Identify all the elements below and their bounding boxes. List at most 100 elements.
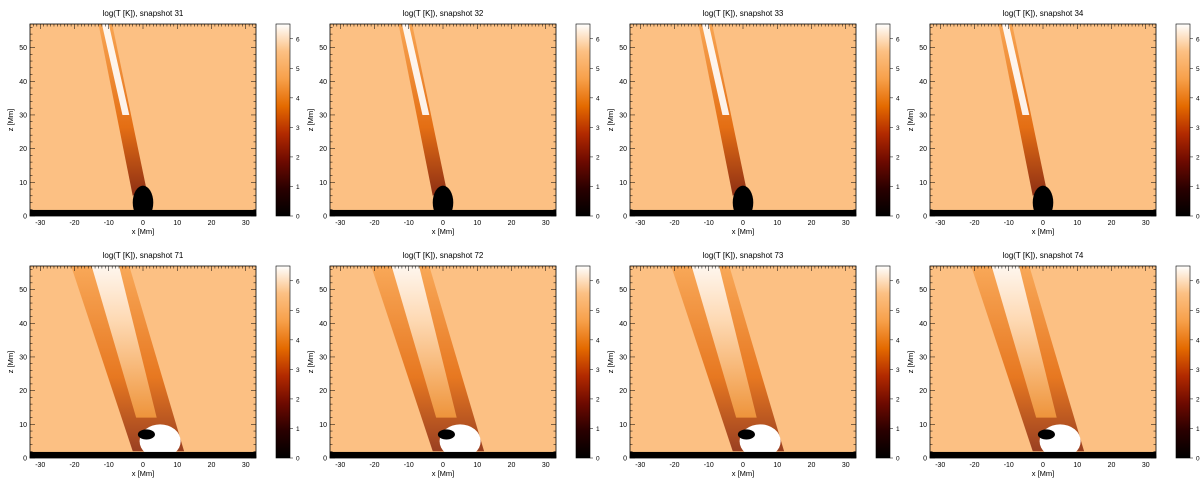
x-tick-label: 0 <box>741 220 745 227</box>
y-tick-label: 20 <box>919 146 927 153</box>
x-axis-label: x [Mm] <box>432 469 455 478</box>
x-tick-label: -30 <box>635 220 645 227</box>
colorbar-tick-label: 1 <box>596 426 600 433</box>
y-axis-label: z [Mm] <box>906 109 915 132</box>
colorbar-tick-label: 1 <box>296 184 300 191</box>
x-tick-label: -10 <box>404 462 414 469</box>
colorbar-tick-label: 3 <box>296 367 300 374</box>
cool-bubble <box>737 429 755 440</box>
colorbar-tick-label: 3 <box>896 367 900 374</box>
x-tick-label: 0 <box>441 220 445 227</box>
y-tick-label: 10 <box>19 422 27 429</box>
x-tick-label: -20 <box>369 462 379 469</box>
colorbar-tick-label: 4 <box>596 95 600 102</box>
colorbar-tick-label: 1 <box>296 426 300 433</box>
y-tick-label: 20 <box>19 146 27 153</box>
y-axis-label: z [Mm] <box>606 351 615 374</box>
y-tick-label: 40 <box>319 79 327 86</box>
x-tick-label: -30 <box>635 462 645 469</box>
y-tick-label: 20 <box>919 388 927 395</box>
colorbar-tick-label: 1 <box>1196 184 1200 191</box>
colorbar-tick-label: 6 <box>596 36 600 43</box>
y-tick-label: 20 <box>319 146 327 153</box>
y-tick-label: 0 <box>923 214 927 221</box>
x-axis-label: x [Mm] <box>132 227 155 236</box>
colorbar-tick-label: 5 <box>896 66 900 73</box>
x-tick-label: -20 <box>669 220 679 227</box>
cool-bubble <box>432 185 454 216</box>
x-tick-label: -20 <box>669 462 679 469</box>
jet-features <box>398 24 454 216</box>
colorbar <box>275 265 291 459</box>
colorbar-tick-label: 0 <box>296 214 300 221</box>
panel-title: log(T [K]), snapshot 72 <box>403 251 484 260</box>
colorbar-tick-label: 4 <box>1196 337 1200 344</box>
hot-strand <box>101 24 130 115</box>
colorbar-tick-label: 6 <box>896 36 900 43</box>
y-tick-label: 30 <box>319 112 327 119</box>
cool-bubble <box>137 429 155 440</box>
colorbar-tick-label: 2 <box>896 396 900 403</box>
x-axis-label: x [Mm] <box>1032 227 1055 236</box>
y-tick-label: 20 <box>319 388 327 395</box>
y-tick-label: 50 <box>19 287 27 294</box>
x-tick-label: 30 <box>1142 462 1150 469</box>
hot-strand <box>391 266 457 418</box>
colorbar-tick-label: 0 <box>896 456 900 463</box>
x-tick-label: 30 <box>842 462 850 469</box>
y-tick-label: 0 <box>623 214 627 221</box>
y-tick-label: 0 <box>23 214 27 221</box>
colorbar-tick-label: 0 <box>1196 214 1200 221</box>
x-tick-label: 10 <box>473 220 481 227</box>
y-tick-label: 30 <box>19 354 27 361</box>
colorbar-tick-label: 2 <box>1196 396 1200 403</box>
x-tick-label: 10 <box>1073 462 1081 469</box>
cool-bubble <box>1037 429 1055 440</box>
x-tick-label: -30 <box>335 462 345 469</box>
x-tick-label: 10 <box>1073 220 1081 227</box>
colorbar-tick-label: 4 <box>896 337 900 344</box>
y-tick-label: 0 <box>623 456 627 463</box>
hot-strand <box>91 266 157 418</box>
cool-bubble <box>132 185 154 216</box>
colorbar-tick-label: 5 <box>596 308 600 315</box>
colorbar-tick-label: 2 <box>596 154 600 161</box>
colorbar-tick-label: 2 <box>596 396 600 403</box>
jet-features <box>698 24 754 216</box>
panel-6: log(T [K]), snapshot 72-30 -20 -10 0 10 20 300… <box>306 251 600 478</box>
colorbar-tick-label: 1 <box>896 184 900 191</box>
colorbar-tick-label: 5 <box>896 308 900 315</box>
x-tick-label: 0 <box>1041 220 1045 227</box>
y-tick-label: 30 <box>919 112 927 119</box>
x-axis-label: x [Mm] <box>732 227 755 236</box>
x-tick-label: -10 <box>1004 220 1014 227</box>
y-tick-label: 0 <box>923 456 927 463</box>
x-tick-label: 20 <box>208 220 216 227</box>
x-tick-label: -20 <box>369 220 379 227</box>
y-axis-label: z [Mm] <box>606 109 615 132</box>
x-tick-label: -20 <box>969 462 979 469</box>
y-tick-label: 0 <box>323 456 327 463</box>
colorbar-tick-label: 3 <box>596 125 600 132</box>
x-tick-label: -20 <box>69 220 79 227</box>
y-tick-label: 50 <box>319 45 327 52</box>
x-tick-label: 20 <box>1108 462 1116 469</box>
colorbar-tick-label: 3 <box>1196 125 1200 132</box>
panel-4: log(T [K]), snapshot 34-30 -20 -10 0 10 20 300… <box>906 9 1200 236</box>
jet-features <box>371 266 485 458</box>
colorbar-tick-label: 6 <box>596 278 600 285</box>
y-tick-label: 40 <box>319 321 327 328</box>
panel-5: log(T [K]), snapshot 71-30 -20 -10 0 10 20 300… <box>6 251 300 478</box>
colorbar-tick-label: 6 <box>1196 36 1200 43</box>
y-tick-label: 50 <box>319 287 327 294</box>
hot-strand <box>701 24 730 115</box>
y-tick-label: 10 <box>619 422 627 429</box>
x-tick-label: 20 <box>1108 220 1116 227</box>
y-tick-label: 0 <box>23 456 27 463</box>
colorbar <box>575 265 591 459</box>
x-tick-label: 20 <box>208 462 216 469</box>
y-tick-label: 10 <box>19 180 27 187</box>
colorbar-tick-label: 0 <box>596 456 600 463</box>
colorbar-tick-label: 0 <box>1196 456 1200 463</box>
